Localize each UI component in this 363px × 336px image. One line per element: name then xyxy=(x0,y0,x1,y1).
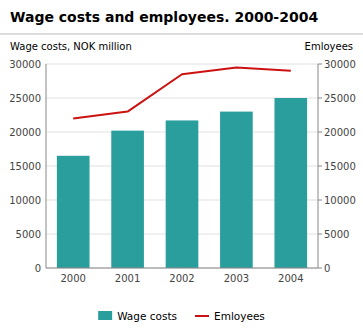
y-tick-label: 10000 xyxy=(9,195,41,206)
y2-tick xyxy=(318,132,322,133)
x-tick-label: 2002 xyxy=(169,273,194,284)
y2-tick-label: 5000 xyxy=(324,229,349,240)
y2-tick-label: 0 xyxy=(324,263,330,274)
y-tick-label: 15000 xyxy=(9,161,41,172)
chart: Wage costs and employees. 2000-2004 Wage … xyxy=(0,0,363,336)
y2-tick-label: 30000 xyxy=(324,59,356,70)
bar xyxy=(57,156,90,268)
x-axis xyxy=(46,268,318,269)
y-tick-label: 0 xyxy=(35,263,41,274)
bar xyxy=(166,120,199,268)
grid-line xyxy=(46,268,318,269)
y2-tick-label: 15000 xyxy=(324,161,356,172)
y2-tick xyxy=(318,200,322,201)
y-tick-label: 20000 xyxy=(9,127,41,138)
y-axis xyxy=(46,64,47,268)
y2-tick-label: 20000 xyxy=(324,127,356,138)
x-tick-label: 2004 xyxy=(278,273,303,284)
x-tick-label: 2001 xyxy=(115,273,140,284)
y-tick-label: 30000 xyxy=(9,59,41,70)
legend-swatch xyxy=(98,311,112,320)
y2-tick-label: 10000 xyxy=(324,195,356,206)
grid-line xyxy=(46,64,318,65)
y-tick-label: 25000 xyxy=(9,93,41,104)
legend-item: Emloyees xyxy=(195,310,265,322)
y2-tick-label: 25000 xyxy=(324,93,356,104)
line xyxy=(73,67,291,118)
legend-label: Wage costs xyxy=(117,310,177,322)
bar xyxy=(220,112,253,268)
y2-tick xyxy=(318,64,322,65)
grid xyxy=(46,64,318,268)
header-line xyxy=(0,34,363,35)
y2-axis-label: Emloyees xyxy=(305,41,353,52)
y-tick-label: 5000 xyxy=(16,229,41,240)
legend-label: Emloyees xyxy=(214,310,265,322)
bar xyxy=(274,98,307,268)
y2-tick xyxy=(318,166,322,167)
y-axis-label: Wage costs, NOK million xyxy=(10,41,132,52)
y2-axis xyxy=(318,64,319,268)
y2-tick xyxy=(318,98,322,99)
marks xyxy=(57,67,307,268)
title: Wage costs and employees. 2000-2004 xyxy=(10,9,318,25)
x-tick-label: 2003 xyxy=(224,273,249,284)
y2-tick xyxy=(318,234,322,235)
legend-swatch xyxy=(195,315,209,317)
bar xyxy=(111,131,144,268)
legend: Wage costs Emloyees xyxy=(98,310,265,322)
y2-tick xyxy=(318,268,322,269)
legend-item: Wage costs xyxy=(98,310,177,322)
x-tick-label: 2000 xyxy=(60,273,85,284)
